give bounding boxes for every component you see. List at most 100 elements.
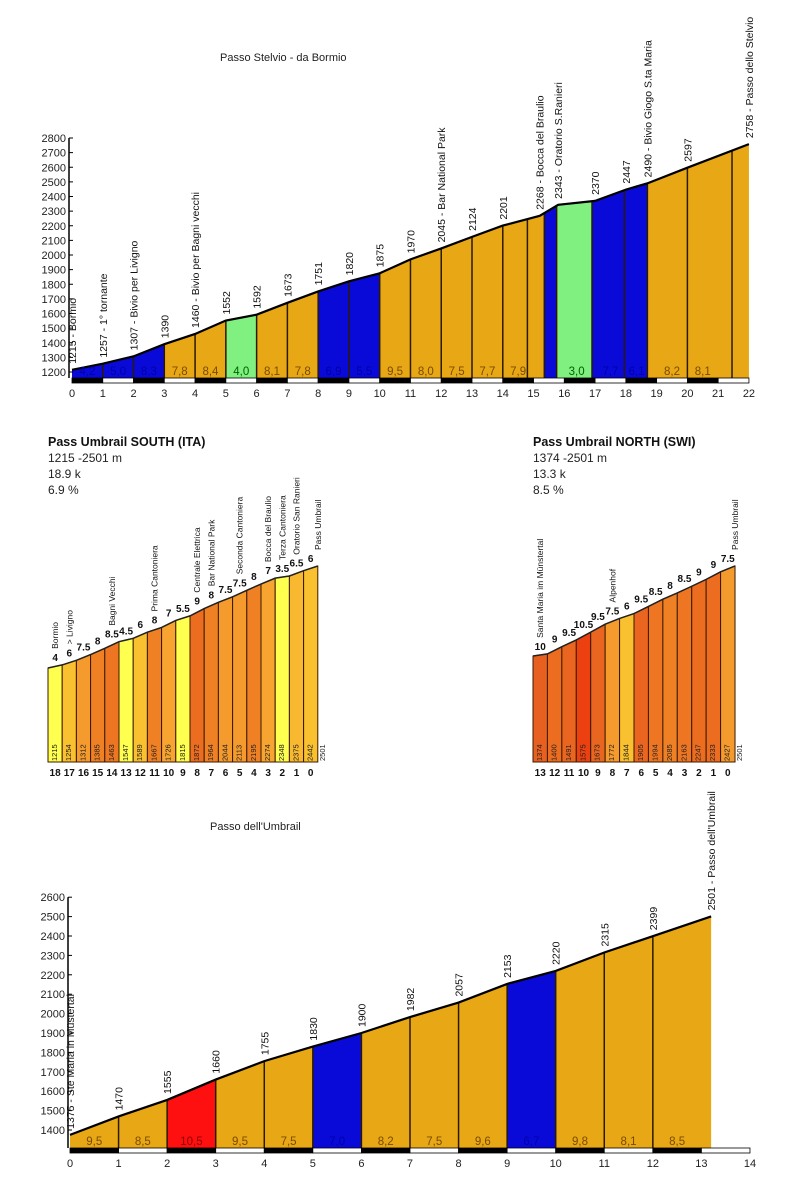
point-label: 1257 - 1° tornante [98, 273, 110, 357]
grade-label: 10.5 [574, 620, 594, 631]
y-tick-label: 1500 [42, 323, 66, 335]
grade-label: 4 [52, 653, 58, 664]
x-tick-label: 6 [254, 388, 260, 400]
y-tick-label: 1200 [42, 367, 66, 379]
grade-label: 7,0 [329, 1136, 345, 1148]
elevation-label: 1673 [593, 744, 602, 761]
y-tick-label: 2400 [42, 192, 66, 204]
x-tick-label: 16 [558, 388, 570, 400]
y-tick-label: 1400 [42, 338, 66, 350]
km-label: 10 [578, 768, 590, 779]
point-label: 1982 [405, 988, 417, 1012]
south-avg-grade: 6.9 % [48, 483, 79, 497]
x-tick-label: 7 [284, 388, 290, 400]
profile-segment [264, 1046, 313, 1148]
profile-segment [409, 1002, 459, 1148]
km-label: 7 [624, 768, 630, 779]
place-label: Santa Maria im Münstertal [535, 539, 545, 638]
km-bar-block [379, 377, 411, 384]
place-label: > Livigno [64, 610, 74, 645]
y-tick-label: 1600 [42, 309, 66, 321]
elevation-label: 2442 [306, 744, 315, 761]
grade-bar [175, 615, 191, 763]
grade-bar [604, 617, 621, 763]
place-label: Oratorio San Ranieri [292, 477, 302, 555]
y-tick-label: 1300 [42, 352, 66, 364]
grade-label: 5.5 [176, 604, 190, 615]
x-tick-label: 22 [743, 388, 755, 400]
elevation-label: 1312 [78, 744, 87, 761]
km-bar-block [348, 377, 381, 384]
km-bar-block [256, 377, 288, 384]
elevation-label: 1815 [178, 744, 187, 761]
grade-label: 8.5 [678, 574, 692, 585]
elevation-label: 1589 [135, 744, 144, 761]
grade-label: 9.5 [562, 628, 576, 639]
y-tick-label: 1900 [42, 265, 66, 277]
grade-label: 9,5 [86, 1136, 102, 1148]
profile-segment [133, 344, 165, 378]
elevation-label: 1547 [121, 744, 130, 761]
grade-label: 9 [552, 635, 558, 646]
point-label: 2124 [467, 207, 479, 231]
grade-label: 7,7 [602, 366, 618, 378]
point-label: 2315 [599, 923, 611, 947]
point-label: 2268 - Bocca del Braulio [535, 95, 547, 210]
y-tick-label: 2300 [42, 206, 66, 218]
elevation-label: 2113 [235, 745, 244, 761]
profile-segment [225, 314, 257, 378]
grade-bar [676, 585, 693, 763]
elevation-label: 2163 [679, 744, 688, 761]
point-label: 1970 [405, 230, 417, 254]
grade-label: 4,2 [79, 366, 95, 378]
y-tick-label: 2000 [41, 1009, 65, 1021]
grade-label: 8,2 [664, 366, 680, 378]
y-tick-label: 2300 [41, 950, 65, 962]
grade-bar [132, 631, 148, 763]
place-label: Bocca del Braulio [263, 496, 273, 562]
grade-label: 7,8 [172, 366, 188, 378]
km-label: 16 [78, 768, 90, 779]
km-label: 4 [667, 768, 673, 779]
km-bar-block [502, 377, 534, 384]
profile-segment [361, 1017, 410, 1148]
km-label: 12 [135, 768, 147, 779]
point-label: 2447 [621, 160, 633, 184]
elevation-label: 2375 [291, 744, 300, 761]
km-bar-block [555, 1147, 605, 1154]
profile-segment [167, 1079, 216, 1148]
km-bar-block [102, 377, 134, 384]
stelvio-chart: 1200130014001500160017001800190020002100… [42, 17, 756, 400]
grade-label: 4.5 [119, 626, 133, 637]
km-label: 0 [725, 768, 731, 779]
y-tick-label: 2100 [41, 989, 65, 1001]
km-bar-block [656, 377, 688, 384]
km-label: 3 [265, 768, 271, 779]
x-tick-label: 11 [405, 388, 416, 400]
x-tick-label: 1 [100, 388, 106, 400]
grade-bar [303, 565, 319, 763]
elevation-label: 2348 [277, 744, 286, 761]
grade-label: 8.5 [649, 587, 663, 598]
km-label: 2 [280, 768, 286, 779]
grade-bar [720, 565, 736, 763]
y-tick-label: 1700 [41, 1067, 65, 1079]
south-elevation-range: 1215 -2501 m [48, 451, 122, 465]
point-label: 2370 [590, 171, 602, 195]
x-tick-label: 10 [374, 388, 386, 400]
km-label: 5 [653, 768, 659, 779]
point-label: 2201 [498, 196, 510, 220]
km-bar-block [652, 1147, 702, 1154]
grade-bar [619, 612, 635, 763]
south-chart-title: Pass Umbrail SOUTH (ITA) [48, 435, 205, 449]
x-tick-label: 2 [164, 1158, 170, 1170]
km-bar-block [625, 377, 658, 384]
grade-label: 7,5 [426, 1136, 442, 1148]
grade-bar [590, 623, 606, 763]
grade-bar [161, 619, 177, 763]
grade-bar [647, 598, 664, 763]
grade-label: 9 [194, 597, 200, 608]
place-label: Terza Cantoniera [277, 495, 287, 560]
grade-bar [575, 631, 592, 763]
point-label: 1900 [356, 1003, 368, 1027]
